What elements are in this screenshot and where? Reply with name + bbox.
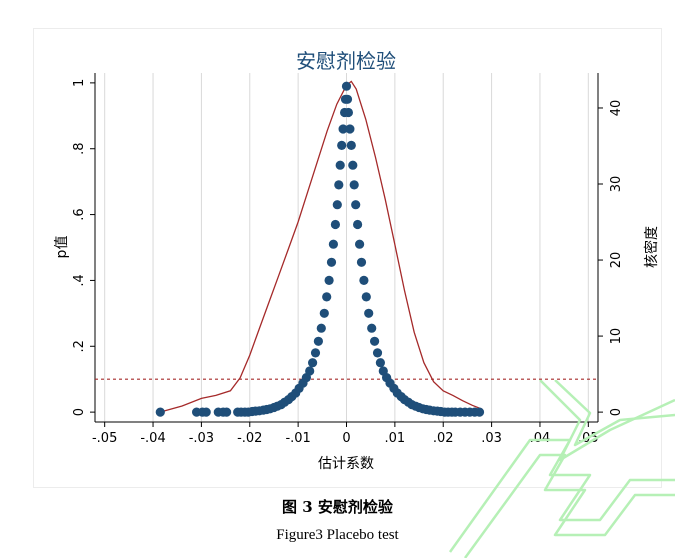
p-value-point xyxy=(201,407,211,417)
p-value-point xyxy=(308,358,318,368)
left-y-tick-label: 1 xyxy=(72,79,87,87)
figure-caption-english: Figure3 Placebo test xyxy=(276,527,399,543)
left-y-tick-label: .2 xyxy=(72,340,87,352)
x-tick-label: -.04 xyxy=(140,431,165,446)
p-value-point xyxy=(335,160,345,170)
right-y-axis-label: 核密度 xyxy=(643,226,660,268)
p-value-point xyxy=(305,366,315,376)
p-value-point xyxy=(353,219,363,230)
right-y-tick-label: 20 xyxy=(609,252,624,269)
left-y-tick-label: .4 xyxy=(72,274,87,286)
p-value-point xyxy=(330,219,340,230)
p-value-point xyxy=(313,336,323,346)
p-value-point xyxy=(341,81,352,91)
kernel-density-line xyxy=(162,80,483,413)
density-layer xyxy=(162,80,483,413)
p-value-point xyxy=(361,292,371,302)
p-value-point xyxy=(370,336,380,346)
watermark-stroke-1 xyxy=(448,438,675,553)
x-tick-label: -.05 xyxy=(92,431,117,446)
x-axis-label: 估计系数 xyxy=(318,456,374,472)
left-y-tick-label: 0 xyxy=(72,408,87,416)
watermark-logo xyxy=(448,380,675,558)
watermark-stroke-2 xyxy=(463,453,675,558)
p-value-point xyxy=(316,323,326,333)
p-value-point xyxy=(332,200,342,210)
p-value-point xyxy=(334,180,344,190)
left-y-tick-label: .8 xyxy=(72,143,87,155)
p-value-point xyxy=(345,124,355,134)
right-y-tick-label: 30 xyxy=(609,176,624,193)
p-value-point xyxy=(349,180,359,190)
p-value-point xyxy=(355,239,365,249)
p-value-point xyxy=(474,407,485,417)
x-tick-label: 0 xyxy=(342,431,350,446)
p-value-point xyxy=(346,140,356,150)
p-value-point xyxy=(342,94,353,104)
p-value-point xyxy=(337,140,347,150)
p-value-point xyxy=(351,200,361,210)
p-value-point xyxy=(372,348,383,358)
watermark-stroke-3 xyxy=(539,380,675,462)
x-tick-label: -.01 xyxy=(285,431,310,446)
p-value-point xyxy=(155,407,165,417)
p-value-point xyxy=(319,308,329,318)
p-value-point xyxy=(326,257,337,267)
x-tick-label: .02 xyxy=(433,431,454,446)
figure-caption-chinese: 图 3 安慰剂检验 xyxy=(282,498,393,516)
p-value-point xyxy=(310,348,321,358)
placebo-test-chart: -.05 -.04 -.03 -.02 -.01 0.01.02.03.04.050.2.… xyxy=(54,49,660,472)
p-value-point xyxy=(328,239,338,249)
x-tick-label: .01 xyxy=(385,431,406,446)
p-value-point xyxy=(356,257,367,267)
p-value-point xyxy=(343,107,353,118)
x-tick-label: .03 xyxy=(481,431,502,446)
x-tick-label: -.02 xyxy=(237,431,262,446)
p-value-point xyxy=(364,308,374,318)
p-value-point xyxy=(222,407,232,417)
chart-title: 安慰剂检验 xyxy=(296,49,396,73)
right-y-tick-label: 40 xyxy=(609,100,624,117)
points-layer xyxy=(155,81,485,417)
x-tick-label: -.03 xyxy=(189,431,214,446)
right-y-tick-label: 10 xyxy=(609,328,624,345)
p-value-point xyxy=(324,275,334,285)
p-value-point xyxy=(375,358,385,368)
left-y-axis-label: p值 xyxy=(54,236,70,259)
x-tick-label: .04 xyxy=(530,431,551,446)
tick-labels: -.05 -.04 -.03 -.02 -.01 0.01.02.03.04.050.2.… xyxy=(72,79,624,446)
p-value-point xyxy=(322,292,332,302)
right-y-tick-label: 0 xyxy=(609,408,624,416)
p-value-point xyxy=(359,275,369,285)
left-y-tick-label: .6 xyxy=(72,208,87,220)
p-value-point xyxy=(348,160,358,170)
grid-lines xyxy=(104,73,589,422)
chart-frame xyxy=(33,28,662,488)
p-value-point xyxy=(367,323,377,333)
p-value-point xyxy=(338,124,348,134)
watermark-stroke-4 xyxy=(554,380,675,447)
